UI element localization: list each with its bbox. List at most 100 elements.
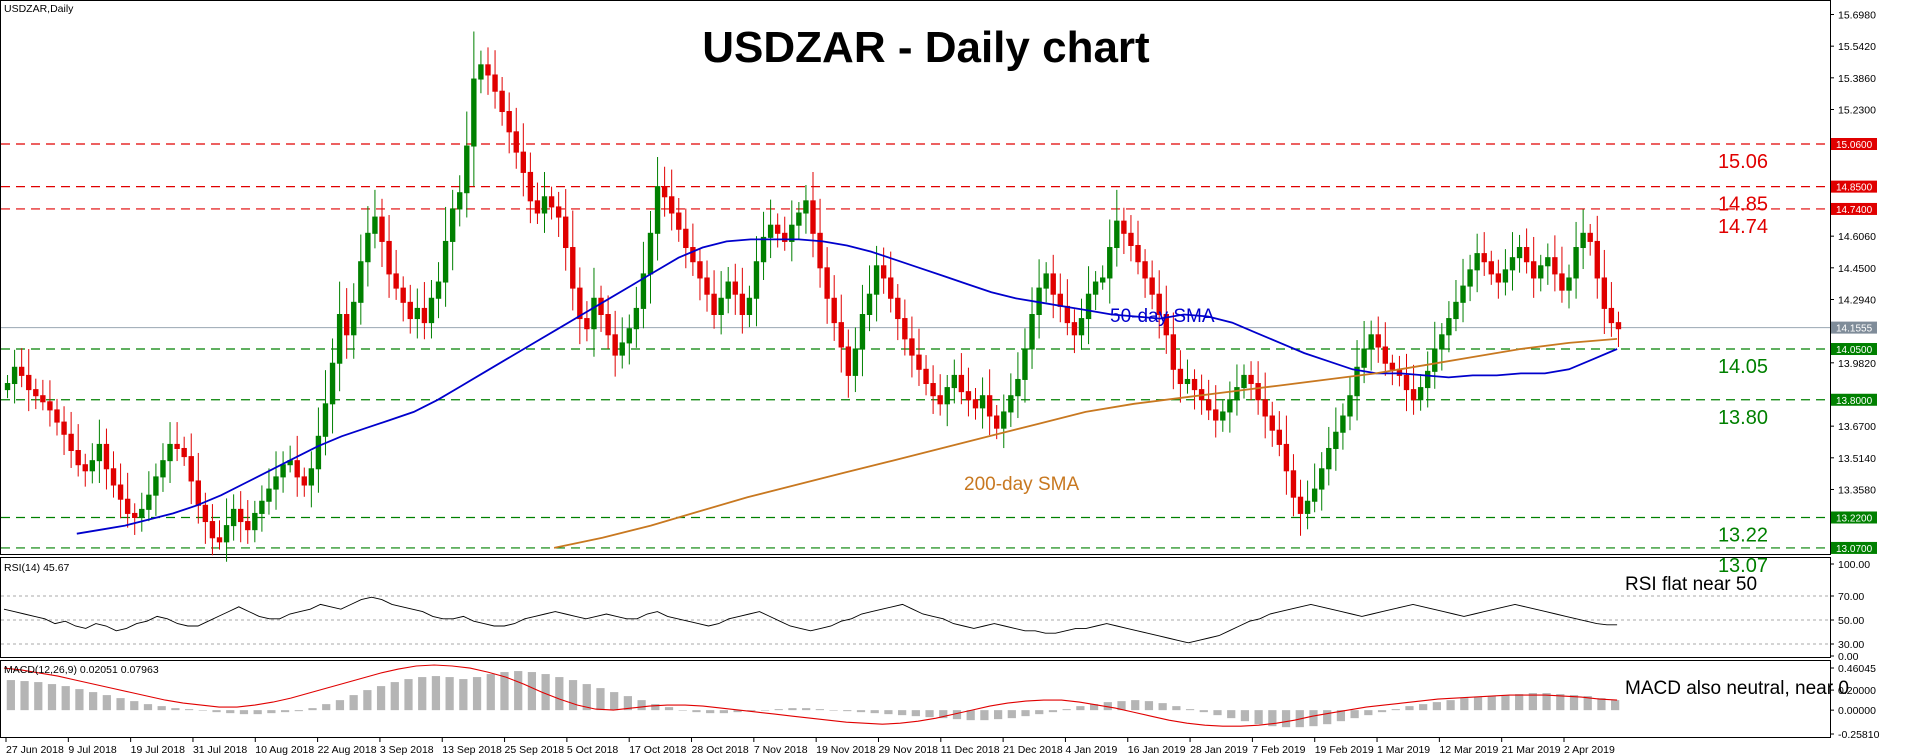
macd-histogram-bar (829, 710, 838, 711)
candle-body (1107, 247, 1113, 279)
candle (704, 260, 710, 312)
candle-body (1608, 307, 1615, 324)
candle-body (810, 200, 816, 234)
macd-histogram-bar (445, 677, 454, 711)
candle-body (584, 318, 590, 330)
candle-body (1149, 277, 1155, 295)
macd-histogram-bar (856, 710, 866, 713)
candle-body (683, 228, 689, 249)
candle-body (1043, 273, 1049, 289)
candle-body (923, 368, 929, 385)
candle-body (1156, 293, 1162, 316)
macd-histogram-bar (1185, 709, 1195, 711)
macd-histogram-bar (226, 710, 235, 714)
candle (407, 284, 413, 334)
candle-body (89, 460, 96, 472)
candle-body (909, 338, 915, 356)
macd-histogram-bar (966, 710, 975, 721)
candle-body (146, 494, 152, 510)
macd-histogram-bar (1556, 694, 1565, 711)
macd-histogram-bar (363, 690, 372, 711)
candle-body (986, 395, 993, 417)
candle (619, 317, 625, 369)
macd-histogram-bar (678, 710, 687, 711)
rsi-panel-frame (0, 557, 1831, 658)
candle (845, 329, 852, 398)
macd-histogram-bar (815, 709, 824, 711)
candle-body (1481, 253, 1487, 263)
candle-body (1304, 500, 1311, 514)
macd-histogram-bar (596, 688, 605, 711)
candle-body (1545, 257, 1551, 267)
macd-histogram-bar (102, 695, 111, 711)
macd-histogram-bar (404, 679, 413, 711)
candle-body (1248, 374, 1254, 385)
candle-body (994, 415, 1000, 429)
candle-body (1403, 374, 1410, 391)
candle-body (26, 374, 32, 391)
macd-histogram-bar (637, 700, 646, 711)
macd-histogram-bar (555, 677, 564, 711)
sma200-annotation: 200-day SMA (964, 474, 1079, 495)
candle (1495, 259, 1502, 299)
candle-body (951, 374, 958, 389)
candle (1099, 265, 1106, 290)
x-tick-label: 28 Jan 2019 (1190, 744, 1248, 756)
candle-body (965, 391, 972, 401)
price-y-tick-label: 14.6060 (1838, 231, 1876, 243)
candle (803, 185, 809, 234)
macd-histogram-bar (1144, 701, 1154, 711)
candle-body (774, 224, 781, 234)
candle (1474, 233, 1480, 293)
candle (322, 370, 329, 456)
candle (1177, 350, 1184, 403)
candle (386, 215, 392, 298)
candle (442, 206, 449, 307)
x-tick-label: 9 Jul 2018 (68, 744, 117, 756)
candle-body (1008, 395, 1014, 413)
candle (1071, 309, 1078, 354)
macd-histogram-bar (239, 710, 249, 715)
candle-body (238, 508, 244, 523)
candle (1022, 328, 1028, 403)
candle-body (1382, 346, 1388, 364)
candle (1114, 189, 1120, 267)
sma50-annotation: 50-day SMA (1110, 306, 1215, 327)
macd-histogram-bar (184, 709, 194, 711)
candle (767, 199, 774, 259)
candle-body (1071, 322, 1078, 336)
candle (711, 270, 717, 329)
candle (1333, 407, 1339, 471)
candle (181, 436, 187, 466)
price-y-tick-label: 15.6980 (1838, 9, 1876, 21)
candle (1615, 311, 1622, 347)
candle (633, 286, 640, 348)
macd-histogram-bar (1350, 710, 1359, 719)
candle (1156, 270, 1162, 339)
candle (1382, 322, 1388, 376)
level-label: 13.80 (1718, 407, 1768, 429)
candle-body (796, 212, 802, 226)
candle-body (132, 512, 138, 518)
candle-body (492, 74, 498, 92)
macd-histogram-bar (130, 701, 139, 711)
candle (273, 451, 279, 510)
candle-body (1530, 261, 1537, 279)
candle (1453, 280, 1459, 332)
price-y-tick-label: 13.5140 (1838, 453, 1876, 465)
x-tick-label: 12 Mar 2019 (1439, 744, 1498, 756)
candle (471, 31, 477, 187)
candle-body (1488, 261, 1494, 275)
candle-body (343, 314, 350, 336)
macd-histogram-bar (34, 682, 43, 711)
x-tick-label: 17 Oct 2018 (629, 744, 686, 756)
macd-histogram-bar (1007, 710, 1016, 719)
candle (534, 182, 541, 224)
macd-histogram-bar (1446, 700, 1455, 711)
macd-histogram-bar (61, 686, 70, 711)
candle (1276, 411, 1283, 457)
candle (26, 349, 32, 412)
rsi-annotation: RSI flat near 50 (1625, 574, 1757, 595)
candle-body (1128, 232, 1134, 246)
x-tick-label: 25 Sep 2018 (505, 744, 565, 756)
